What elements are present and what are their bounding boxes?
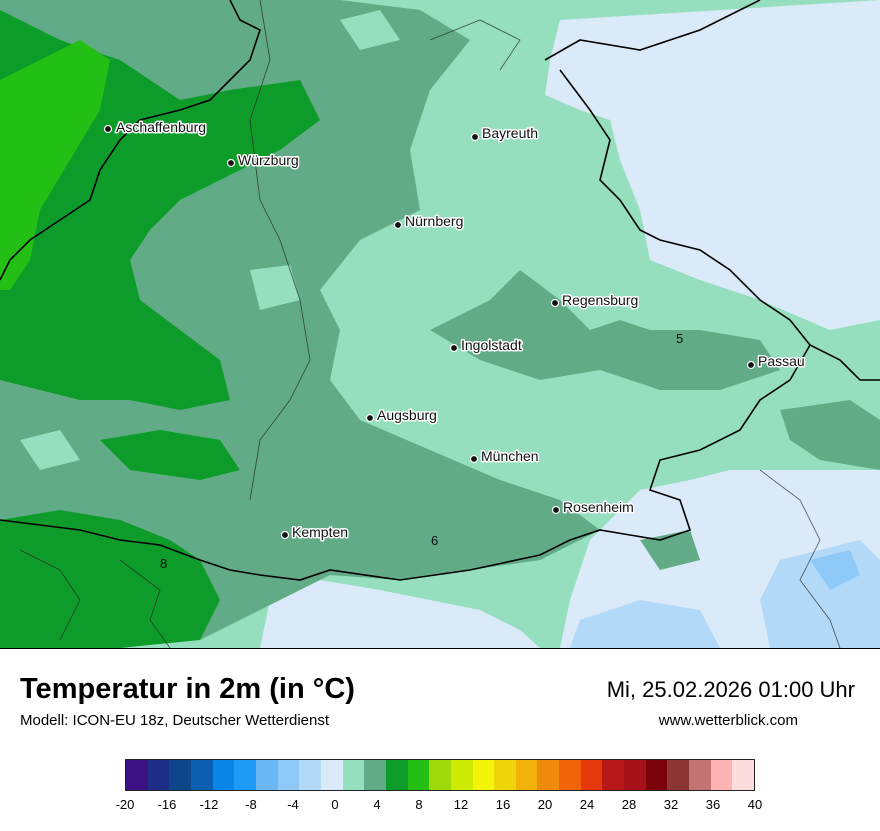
legend-swatch (147, 760, 170, 790)
city-augsburg: Augsburg (365, 406, 438, 425)
legend-tick-label: 16 (495, 797, 511, 812)
temp-field-0-2-northeast (545, 0, 880, 330)
legend-swatch (277, 760, 300, 790)
city-wuerzburg: Würzburg (226, 151, 300, 170)
value-label: 8 (160, 556, 167, 571)
legend-swatch (169, 760, 191, 790)
temp-field-8-10 (0, 40, 110, 290)
legend-swatch (364, 760, 386, 790)
city-markers: Aschaffenburg Würzburg Bayreuth Nürnberg… (103, 118, 806, 542)
legend-swatch (342, 760, 365, 790)
website-link[interactable]: www.wetterblick.com (658, 712, 798, 729)
legend-tick-label: -8 (245, 797, 257, 812)
map-title: Temperatur in 2m (in °C) (20, 673, 355, 705)
legend-swatch (624, 760, 646, 790)
legend-swatch (450, 760, 473, 790)
legend-swatch (559, 760, 581, 790)
legend-swatch (407, 760, 430, 790)
legend-tick-label: -4 (287, 797, 299, 812)
legend-tick-label: -20 (115, 797, 135, 812)
city-dot (393, 220, 403, 230)
legend-swatch (212, 760, 235, 790)
legend-swatch (602, 760, 625, 790)
legend-swatch (580, 760, 603, 790)
legend-tick-label: 8 (415, 797, 423, 812)
city-dot (449, 343, 459, 353)
legend-swatch (472, 760, 495, 790)
city-ingolstadt: Ingolstadt (449, 336, 523, 355)
legend-tick-label: 4 (373, 797, 381, 812)
state-border (0, 0, 880, 581)
city-regensburg: Regensburg (550, 291, 640, 310)
legend-tick-label: 40 (747, 797, 763, 812)
legend-tick-label: 12 (453, 797, 469, 812)
city-label: Passau (758, 353, 805, 369)
legend-swatch (710, 760, 733, 790)
legend-tick-label: 32 (663, 797, 679, 812)
city-label: Rosenheim (563, 499, 634, 515)
legend-swatch (320, 760, 343, 790)
legend-swatch (126, 760, 148, 790)
legend-swatch (537, 760, 560, 790)
legend-tick-label: 24 (579, 797, 595, 812)
value-label: 5 (676, 331, 683, 346)
city-dot (550, 298, 560, 308)
legend-swatch (234, 760, 256, 790)
city-kempten: Kempten (280, 523, 350, 542)
city-aschaffenburg: Aschaffenburg (103, 118, 208, 137)
city-label: Bayreuth (482, 125, 538, 141)
city-bayreuth: Bayreuth (470, 124, 540, 143)
city-dot (103, 124, 113, 134)
district-borders (19, 0, 841, 648)
city-label: Augsburg (377, 407, 437, 423)
legend-swatch (689, 760, 711, 790)
city-nuernberg: Nürnberg (393, 212, 465, 231)
legend-swatch (299, 760, 321, 790)
legend-tick-label: 20 (537, 797, 553, 812)
city-dot (746, 360, 756, 370)
city-dot (469, 454, 479, 464)
city-rosenheim: Rosenheim (551, 498, 635, 517)
map-footer: Temperatur in 2m (in °C) Modell: ICON-EU… (0, 648, 880, 831)
legend-swatch (385, 760, 408, 790)
color-scale-ticks: -20 -16 -12 -8 -4 0 4 8 12 16 20 24 28 32 36 40 (0, 797, 880, 817)
city-dot (551, 505, 561, 515)
city-label: Nürnberg (405, 213, 463, 229)
city-label: Ingolstadt (461, 337, 522, 353)
forecast-datetime: Mi, 25.02.2026 01:00 Uhr (606, 677, 855, 702)
model-info: Modell: ICON-EU 18z, Deutscher Wetterdie… (20, 712, 330, 729)
legend-swatch (667, 760, 690, 790)
legend-swatch (494, 760, 516, 790)
legend-swatch (732, 760, 755, 790)
legend-tick-label: -12 (199, 797, 219, 812)
city-dot (226, 158, 236, 168)
temp-field-0-2-alps-west (260, 580, 540, 648)
city-label: Würzburg (238, 152, 299, 168)
city-label: Regensburg (562, 292, 638, 308)
legend-swatch (645, 760, 668, 790)
temp-field-neg4-neg2 (810, 550, 860, 590)
city-dot (280, 530, 290, 540)
city-dot (365, 413, 375, 423)
city-passau: Passau (746, 352, 806, 371)
legend-tick-label: -16 (157, 797, 177, 812)
color-scale-legend (125, 759, 755, 791)
legend-tick-label: 36 (705, 797, 721, 812)
legend-swatch (515, 760, 538, 790)
city-label: München (481, 448, 539, 464)
value-label: 6 (431, 533, 438, 548)
city-label: Kempten (292, 524, 348, 540)
city-label: Aschaffenburg (116, 119, 206, 135)
legend-tick-label: 0 (331, 797, 339, 812)
legend-swatch (190, 760, 213, 790)
legend-swatch (255, 760, 278, 790)
temperature-map[interactable]: Aschaffenburg Würzburg Bayreuth Nürnberg… (0, 0, 880, 648)
legend-tick-label: 28 (621, 797, 637, 812)
legend-swatch (429, 760, 451, 790)
city-muenchen: München (469, 447, 540, 466)
city-dot (470, 132, 480, 142)
